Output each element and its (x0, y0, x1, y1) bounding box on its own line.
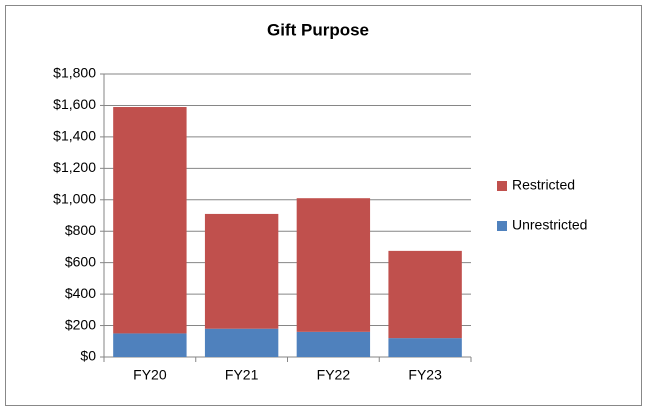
legend-label: Unrestricted (512, 217, 587, 233)
x-tick-label: FY22 (317, 367, 351, 383)
y-tick-label: $600 (65, 253, 96, 269)
bar-segment (113, 107, 187, 334)
y-tick-label: $0 (80, 348, 96, 364)
x-tick-label: FY20 (133, 367, 167, 383)
bar-segment (296, 198, 371, 332)
y-tick-label: $1,200 (53, 159, 96, 175)
y-tick-label: $1,800 (53, 65, 96, 81)
y-tick-label: $1,400 (53, 128, 96, 144)
bar-segment (388, 338, 462, 357)
x-tick-label: FY23 (408, 367, 442, 383)
bar-segment (296, 331, 371, 357)
bar-segment (204, 213, 279, 329)
y-tick-label: $1,000 (53, 190, 96, 206)
y-tick-label: $800 (65, 222, 96, 238)
legend-swatch (497, 221, 507, 231)
bar-segment (113, 333, 187, 357)
y-tick-label: $400 (65, 285, 96, 301)
legend-label: Restricted (512, 177, 575, 193)
bar-segment (388, 250, 462, 339)
chart-title: Gift Purpose (267, 20, 369, 39)
y-tick-label: $1,600 (53, 96, 96, 112)
legend-swatch (497, 181, 507, 191)
bar-segment (204, 328, 279, 357)
y-tick-label: $200 (65, 316, 96, 332)
x-tick-label: FY21 (225, 367, 259, 383)
